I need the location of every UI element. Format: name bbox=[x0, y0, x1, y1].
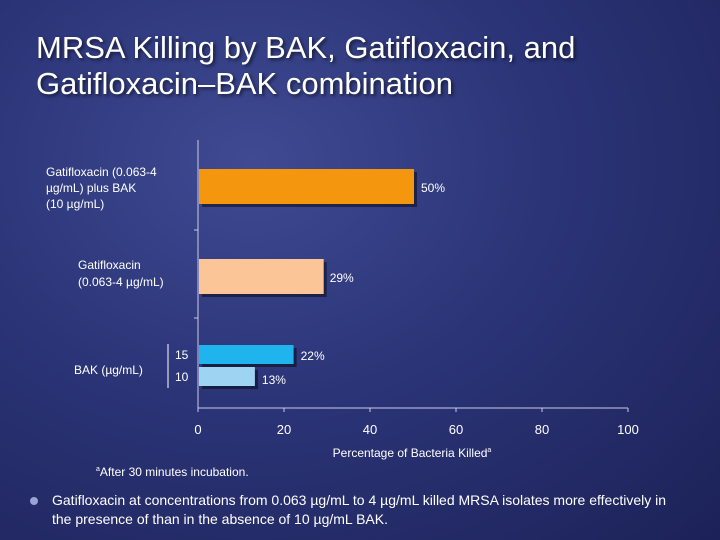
bar-gatifloxacin bbox=[199, 259, 324, 294]
x-tick-label: 100 bbox=[617, 422, 639, 437]
category-label: BAK (µg/mL) bbox=[74, 363, 143, 377]
bar-sublabel: 10 bbox=[175, 370, 189, 384]
x-tick-label: 0 bbox=[194, 422, 201, 437]
category-label: Gatifloxacin bbox=[78, 258, 141, 272]
x-tick-label: 60 bbox=[449, 422, 463, 437]
bullet-text: Gatifloxacin at concentrations from 0.06… bbox=[52, 492, 667, 527]
x-axis-label: Percentage of Bacteria Killeda bbox=[333, 446, 492, 460]
slide-title: MRSA Killing by BAK, Gatifloxacin, and G… bbox=[36, 30, 716, 102]
category-label: Gatifloxacin (0.063-4 bbox=[46, 165, 157, 179]
footnote-marker: a bbox=[96, 466, 100, 473]
footnote: aAfter 30 minutes incubation. bbox=[96, 465, 249, 479]
x-tick-label: 80 bbox=[535, 422, 549, 437]
category-label: (10 µg/mL) bbox=[46, 197, 104, 211]
x-tick-label: 40 bbox=[363, 422, 377, 437]
title-line-1: MRSA Killing by BAK, Gatifloxacin, and bbox=[36, 30, 576, 65]
bar-value-label: 50% bbox=[421, 181, 445, 195]
x-axis-label-marker: a bbox=[487, 447, 491, 454]
bar-value-label: 29% bbox=[330, 271, 354, 285]
category-label: µg/mL) plus BAK bbox=[46, 181, 136, 195]
footnote-text: After 30 minutes incubation. bbox=[99, 465, 249, 479]
bar-value-label: 22% bbox=[301, 349, 325, 363]
bar-gatifloxacin-bak bbox=[199, 169, 414, 204]
bar-bak-10 bbox=[199, 367, 255, 386]
bar-chart: 0 20 40 60 80 100 Percentage of Bacteria Kille… bbox=[46, 140, 639, 460]
category-label: (0.063-4 µg/mL) bbox=[78, 275, 164, 289]
title-line-2: Gatifloxacin–BAK combination bbox=[36, 66, 454, 101]
bar-value-label: 13% bbox=[262, 373, 286, 387]
bullet-dot-icon bbox=[30, 497, 38, 505]
x-tick-label: 20 bbox=[277, 422, 291, 437]
bar-sublabel: 15 bbox=[175, 348, 189, 362]
bar-bak-15 bbox=[199, 345, 294, 364]
